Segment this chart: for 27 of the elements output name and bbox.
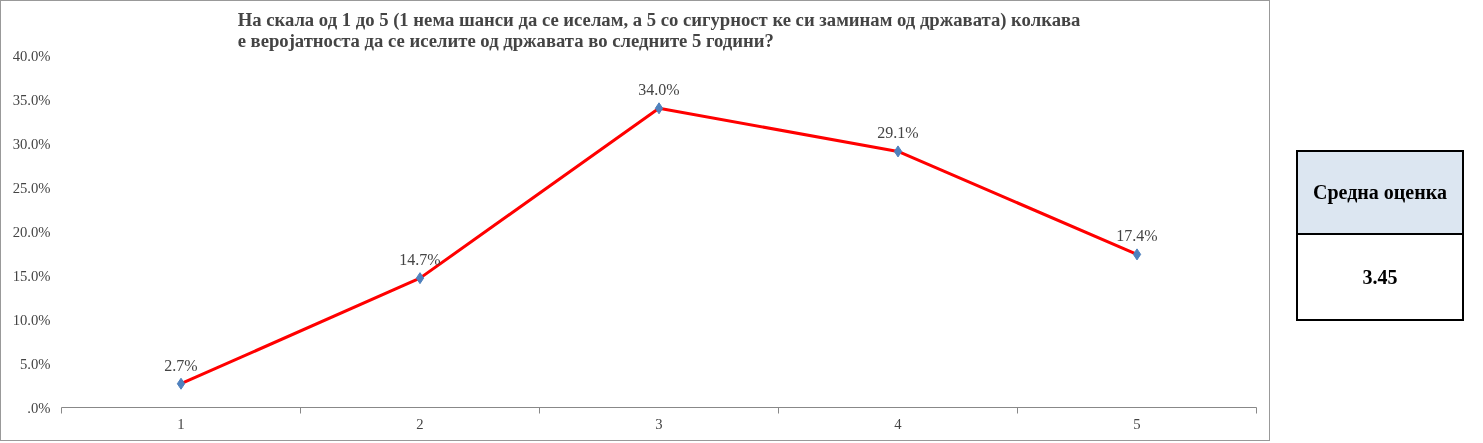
y-tick-label: 20.0% <box>12 223 51 240</box>
y-tick-label: .0% <box>27 399 51 416</box>
x-tick-label: 1 <box>177 415 185 432</box>
data-label: 29.1% <box>877 124 919 142</box>
point <box>654 102 664 115</box>
chart-title: На скала од 1 до 5 (1 нема шанси да се иселам, а 5 со сигурност ке си заминам од државата) колкава е веројатноста да се иселите од државата во следните 5 години? <box>237 8 1082 51</box>
x-tick-label: 2 <box>416 415 424 432</box>
text: 3.45 <box>1298 232 1462 320</box>
x-tick-label: 4 <box>894 415 903 432</box>
point <box>893 145 903 158</box>
text: Средна оценка <box>1298 152 1462 233</box>
y-tick-label: 15.0% <box>12 267 51 284</box>
point <box>415 272 425 285</box>
point <box>1132 248 1142 261</box>
y-tick-label: 5.0% <box>19 355 51 372</box>
data-label: 17.4% <box>1116 227 1158 245</box>
y-tick-label: 30.0% <box>12 135 51 152</box>
y-tick-label: 40.0% <box>12 47 51 64</box>
data-label: 34.0% <box>638 81 680 99</box>
x-tick-label: 5 <box>1133 415 1141 432</box>
y-tick-label: 10.0% <box>12 311 51 328</box>
data-label: 14.7% <box>399 251 441 269</box>
y-tick-label: 35.0% <box>12 91 51 108</box>
y-tick-label: 25.0% <box>12 179 51 196</box>
point <box>176 377 186 390</box>
data-label: 2.7% <box>164 356 198 374</box>
x-tick-label: 3 <box>655 415 663 432</box>
